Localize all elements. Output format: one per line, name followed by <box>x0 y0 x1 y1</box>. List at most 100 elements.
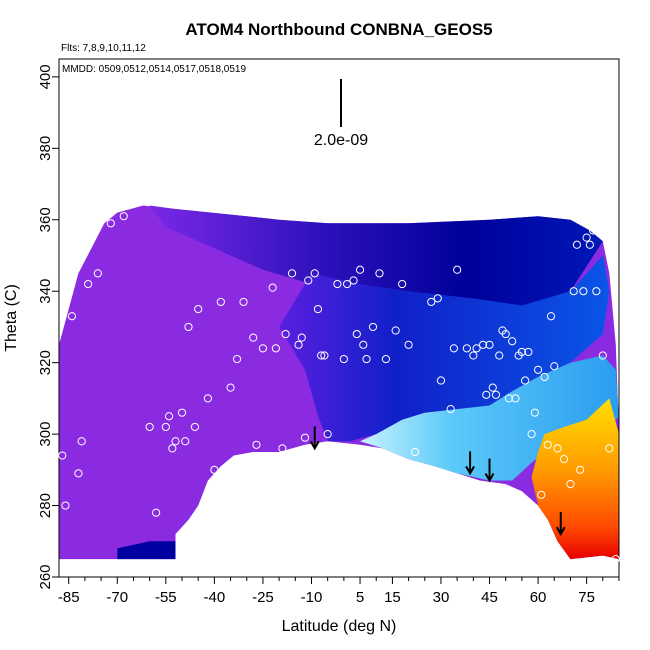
chart-title: ATOM4 Northbound CONBNA_GEOS5 <box>185 20 492 39</box>
observation-point <box>164 412 174 421</box>
observation-point <box>339 354 348 364</box>
x-tick-label: 5 <box>356 589 364 606</box>
y-tick-label: 280 <box>37 493 54 518</box>
observation-point <box>472 344 481 353</box>
observation-point <box>495 351 504 360</box>
x-axis: -85 -70 -55 -40 -25 -10 5 15 30 45 60 75 <box>58 576 620 606</box>
x-tick-label: -25 <box>252 589 274 606</box>
observation-point <box>527 430 536 439</box>
x-tick-label: 60 <box>530 589 547 606</box>
observation-point <box>252 440 261 449</box>
observation-point <box>368 322 378 332</box>
observation-point <box>579 287 588 296</box>
observation-point <box>84 279 93 289</box>
observation-point <box>511 394 520 403</box>
observation-point <box>210 465 219 474</box>
observation-point <box>216 297 225 307</box>
scale-bar: 2.0e-09 <box>314 79 368 149</box>
observation-point <box>598 351 607 360</box>
tropopause-arrow <box>555 512 566 537</box>
dates-annotation: MMDD: 0509,0512,0514,0517,0518,0519 <box>62 64 246 75</box>
observation-point <box>375 269 384 278</box>
tropopause-arrow <box>465 451 475 476</box>
observation-point <box>294 340 303 349</box>
x-tick-label: -40 <box>204 589 226 606</box>
x-tick-label: 30 <box>433 589 450 606</box>
heatmap-region-blue <box>279 255 610 442</box>
observation-point <box>177 408 187 417</box>
observation-point <box>381 354 391 364</box>
x-tick-label: 75 <box>578 589 595 606</box>
observation-point <box>572 240 582 249</box>
tropopause-arrows <box>309 426 566 537</box>
observation-point <box>106 219 115 228</box>
x-tick-label: -55 <box>155 589 177 606</box>
observation-point <box>605 444 614 453</box>
observation-point <box>404 340 413 349</box>
y-axis-label: Theta (C) <box>3 284 20 352</box>
observation-point <box>543 440 552 449</box>
observation-point <box>67 312 77 321</box>
observation-point <box>203 394 213 403</box>
observation-point <box>559 455 569 464</box>
tropopause-arrow <box>309 426 320 451</box>
arrow-head <box>309 440 320 451</box>
y-tick-label: 320 <box>37 350 54 375</box>
observation-point <box>485 340 494 349</box>
observation-point <box>550 362 559 371</box>
observation-point <box>171 437 180 446</box>
observation-point <box>300 433 310 442</box>
observation-point <box>145 422 154 432</box>
observation-point <box>77 437 86 446</box>
observation-point <box>589 226 598 235</box>
y-tick-label: 400 <box>37 64 54 89</box>
observation-point <box>297 333 306 342</box>
y-axis: 260 280 300 320 340 360 380 400 <box>37 64 59 590</box>
observation-point <box>433 294 442 303</box>
observation-point <box>249 333 258 342</box>
x-tick-label: -70 <box>106 589 128 606</box>
observation-point <box>436 376 446 385</box>
observation-point <box>258 344 268 353</box>
y-tick-label: 380 <box>37 136 54 161</box>
observation-point <box>566 480 575 489</box>
observation-point <box>226 383 235 392</box>
x-axis-label: Latitude (deg N) <box>282 618 397 635</box>
x-tick-label: 45 <box>481 589 498 606</box>
y-tick-label: 260 <box>37 564 54 589</box>
observation-point <box>359 340 368 349</box>
observation-point <box>310 269 319 278</box>
observation-point <box>446 404 455 414</box>
arrow-head <box>555 526 566 537</box>
observation-point <box>161 422 170 432</box>
tropopause-arrow <box>484 458 495 483</box>
observation-point <box>181 437 190 446</box>
heatmap-region-upper-band <box>149 205 603 310</box>
observation-point <box>190 422 200 432</box>
observation-point <box>268 283 277 292</box>
observation-point <box>582 233 591 242</box>
observation-point <box>61 501 70 510</box>
x-tick-label: -85 <box>58 589 80 606</box>
observation-point <box>592 287 601 296</box>
observation-point <box>287 269 297 278</box>
observation-point <box>349 276 358 285</box>
observation-point <box>469 351 478 360</box>
flights-annotation: Flts: 7,8,9,10,11,12 <box>61 43 146 54</box>
observation-point <box>352 329 361 339</box>
observation-point <box>569 287 578 296</box>
observation-point <box>546 312 556 321</box>
y-tick-label: 360 <box>37 207 54 232</box>
observation-point <box>585 240 594 249</box>
observation-point <box>427 297 436 307</box>
x-tick-label: 15 <box>384 589 401 606</box>
observation-point <box>391 326 400 335</box>
observation-point <box>323 430 332 439</box>
observation-point <box>524 347 533 357</box>
y-tick-label: 300 <box>37 422 54 447</box>
observation-point <box>449 344 459 353</box>
observation-point <box>184 322 193 332</box>
observation-point <box>194 304 203 314</box>
observation-point <box>239 297 248 307</box>
observation-point <box>355 265 365 274</box>
